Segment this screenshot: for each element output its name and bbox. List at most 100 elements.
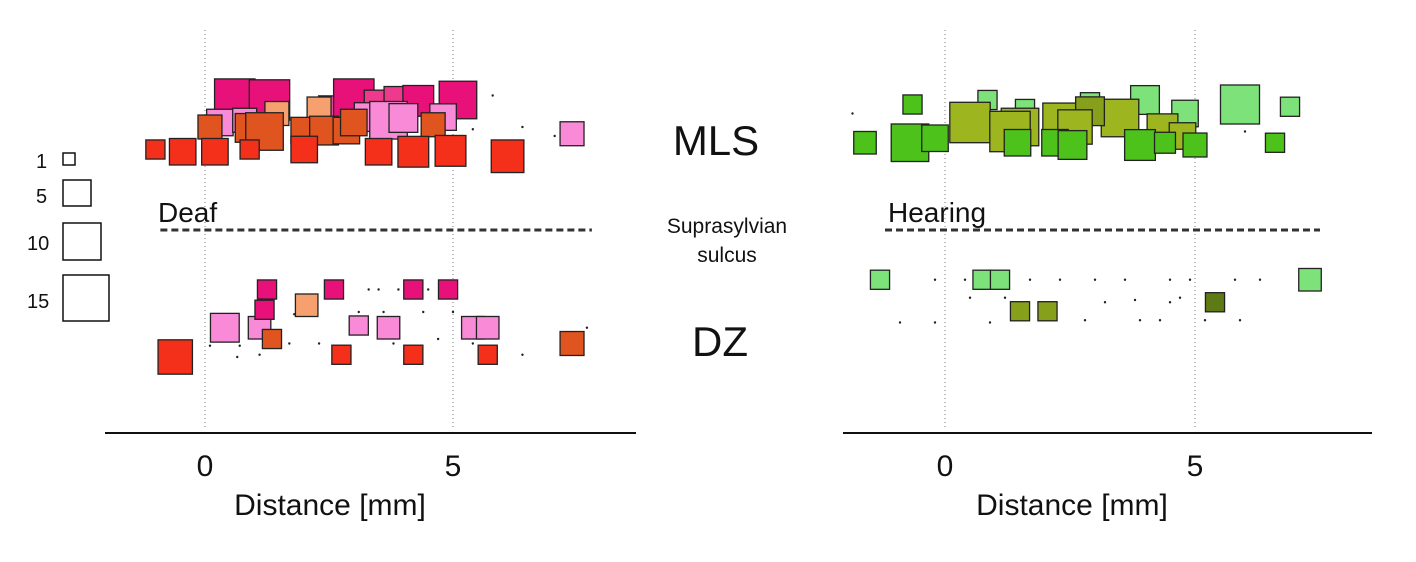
- x-tick-label: 5: [1187, 450, 1204, 483]
- data-square: [403, 279, 424, 300]
- count-dot: [1083, 319, 1087, 322]
- x-tick-label: 5: [445, 450, 462, 483]
- count-dot: [1103, 301, 1107, 304]
- count-dot: [367, 288, 370, 291]
- size-legend-square: [62, 152, 76, 166]
- count-dot: [436, 337, 440, 341]
- data-square: [559, 330, 585, 357]
- count-dot: [422, 310, 425, 314]
- data-square: [1037, 301, 1058, 322]
- data-square: [989, 269, 1011, 290]
- data-square: [157, 339, 194, 375]
- count-dot: [1123, 278, 1127, 281]
- sulcus-label-line1: Suprasylvian: [667, 215, 787, 238]
- data-square: [490, 139, 525, 174]
- data-square: [376, 315, 401, 340]
- count-dot: [451, 310, 455, 314]
- data-square: [972, 269, 993, 290]
- size-legend-label: 5: [36, 186, 47, 208]
- data-square: [364, 137, 393, 166]
- count-dot: [1058, 278, 1062, 281]
- count-dot: [288, 342, 291, 345]
- data-square: [197, 114, 223, 140]
- size-legend-label: 1: [36, 151, 47, 173]
- data-square: [290, 135, 319, 164]
- count-dot: [1238, 319, 1242, 322]
- data-square: [403, 344, 424, 365]
- count-dot: [392, 342, 395, 345]
- count-dot: [1178, 296, 1182, 299]
- mls-label: MLS: [673, 117, 759, 164]
- data-square: [475, 315, 500, 340]
- data-marks: [851, 84, 1322, 324]
- count-dot: [208, 344, 212, 347]
- count-dot: [317, 342, 321, 345]
- size-legend: 1 5 10 15: [27, 151, 110, 322]
- count-dot: [585, 326, 589, 329]
- count-dot: [1133, 298, 1137, 302]
- data-square: [254, 299, 275, 320]
- count-dot: [471, 342, 475, 345]
- count-dot: [1028, 278, 1032, 281]
- data-square: [323, 279, 345, 300]
- count-dot: [471, 128, 475, 131]
- count-dot: [933, 278, 937, 281]
- count-dot: [1188, 278, 1192, 281]
- data-square: [245, 112, 284, 151]
- count-dot: [553, 134, 556, 138]
- data-square: [1279, 96, 1301, 117]
- data-square: [294, 293, 319, 318]
- count-dot: [258, 353, 261, 356]
- data-square: [168, 137, 197, 166]
- count-dot: [968, 296, 972, 299]
- count-dot: [238, 344, 241, 347]
- count-dot: [898, 321, 902, 324]
- data-square: [331, 344, 352, 365]
- data-square: [1182, 132, 1208, 158]
- data-square: [1057, 129, 1088, 161]
- panel-title-deaf: Deaf: [158, 197, 217, 228]
- count-dot: [1003, 296, 1007, 299]
- data-square: [209, 312, 240, 343]
- count-dot: [933, 321, 937, 324]
- sulcus-label-line2: sulcus: [697, 244, 757, 267]
- count-dot: [1203, 319, 1207, 322]
- data-marks: [145, 78, 589, 375]
- count-dot: [236, 355, 239, 359]
- data-square: [388, 102, 419, 134]
- data-square: [1219, 84, 1261, 125]
- data-square: [256, 279, 278, 300]
- count-dot: [1243, 130, 1247, 133]
- count-dot: [1168, 278, 1172, 281]
- data-square: [1003, 128, 1032, 157]
- data-square: [1204, 292, 1226, 313]
- data-square: [420, 112, 446, 138]
- data-square: [1123, 128, 1157, 162]
- x-tick-label: 0: [197, 450, 214, 483]
- count-dot: [377, 288, 380, 291]
- count-dot: [427, 288, 430, 291]
- count-dot: [1093, 278, 1097, 281]
- data-square: [1264, 132, 1286, 153]
- count-dot: [988, 321, 992, 324]
- data-square: [902, 94, 923, 115]
- data-square: [239, 139, 260, 160]
- size-legend-label: 15: [27, 291, 49, 313]
- x-axis-label: Distance [mm]: [234, 489, 426, 522]
- count-dot: [1258, 278, 1262, 281]
- count-dot: [521, 125, 524, 129]
- data-square: [339, 108, 368, 137]
- data-square: [1009, 301, 1031, 322]
- data-square: [437, 279, 459, 300]
- count-dot: [1168, 301, 1172, 304]
- data-square: [1298, 267, 1322, 292]
- count-dot: [491, 94, 494, 97]
- data-square: [1153, 131, 1177, 154]
- size-legend-label: 10: [27, 233, 49, 255]
- size-legend-square: [62, 222, 102, 261]
